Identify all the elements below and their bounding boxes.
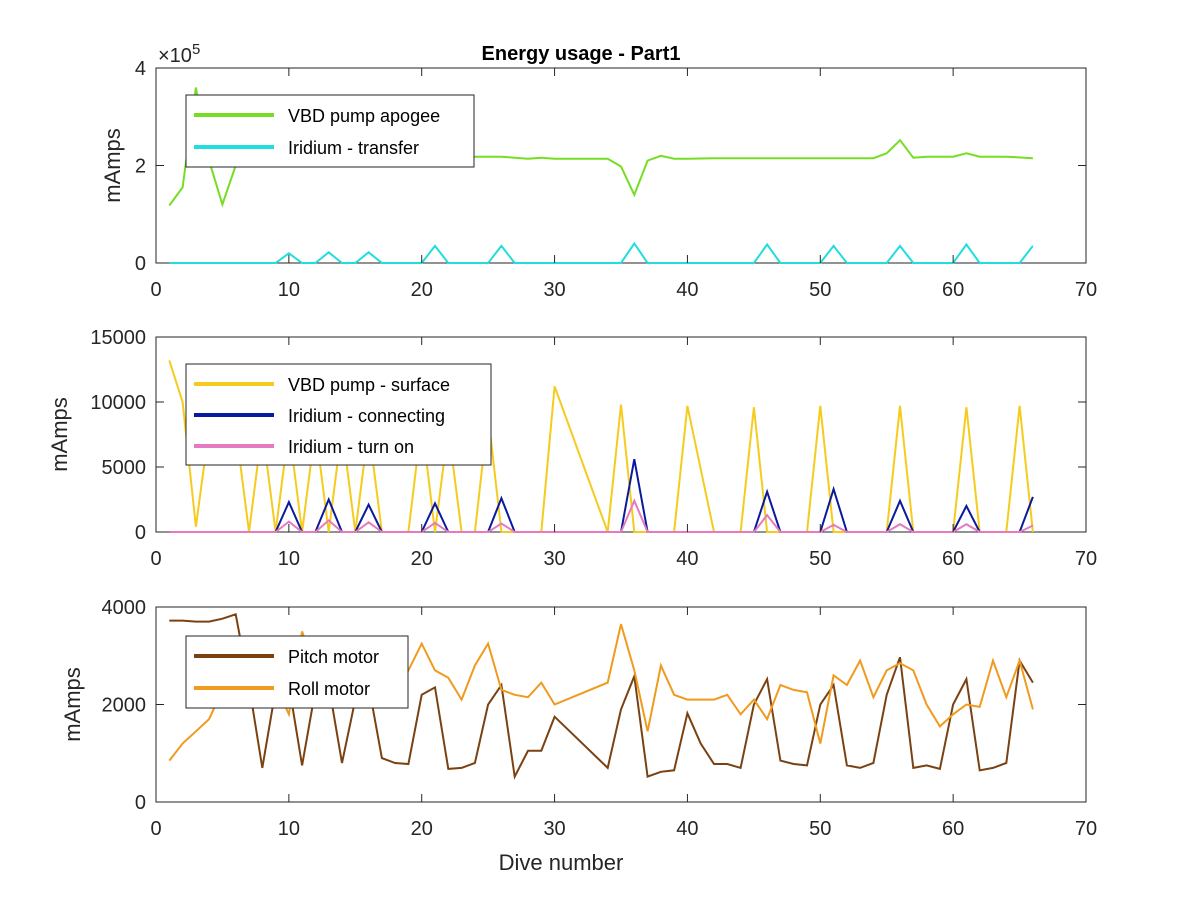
x-tick-label: 40 — [676, 548, 698, 570]
x-tick-label: 70 — [1075, 279, 1097, 301]
y-tick-label: 4000 — [102, 597, 147, 619]
x-tick-label: 20 — [411, 279, 433, 301]
legend-entry: Roll motor — [288, 679, 370, 699]
y-tick-label: 2 — [135, 156, 146, 178]
legend-entry: Iridium - connecting — [288, 406, 445, 426]
legend-entry: Iridium - turn on — [288, 437, 414, 457]
x-tick-label: 60 — [942, 279, 964, 301]
legend: VBD pump - surface Iridium - connecting Ir… — [185, 363, 492, 466]
chart-panel-1: 0 10 20 30 40 50 60 70 0 2 4 ×105 mAmps Energy usage … — [100, 41, 1097, 301]
legend-box — [185, 94, 475, 168]
x-tick-label: 50 — [809, 548, 831, 570]
y-tick-label: 15000 — [90, 327, 146, 349]
chart-panel-3: 0 10 20 30 40 50 60 70 0 2000 4000 mAmps Dive number… — [60, 597, 1097, 875]
x-tick-label: 20 — [411, 818, 433, 840]
y-tick-label: 2000 — [102, 695, 147, 717]
x-tick-label: 0 — [150, 818, 161, 840]
x-tick-label: 40 — [676, 279, 698, 301]
y-tick-label: 4 — [135, 58, 146, 80]
x-tick-label: 50 — [809, 818, 831, 840]
legend-entry: Pitch motor — [288, 647, 379, 667]
x-tick-label: 60 — [942, 818, 964, 840]
x-tick-label: 70 — [1075, 548, 1097, 570]
series-line-iridium-turn-on — [169, 498, 1034, 533]
legend-box — [185, 635, 409, 709]
y-tick-label: 0 — [135, 253, 146, 275]
y-tick-label: 0 — [135, 522, 146, 544]
legend-entry: Iridium - transfer — [288, 138, 419, 158]
y-axis-label: mAmps — [100, 128, 125, 203]
x-tick-label: 40 — [676, 818, 698, 840]
x-tick-label: 10 — [278, 279, 300, 301]
x-tick-label: 30 — [543, 818, 565, 840]
legend-entry: VBD pump - surface — [288, 375, 450, 395]
x-tick-label: 0 — [150, 279, 161, 301]
x-tick-label: 60 — [942, 548, 964, 570]
x-axis-label: Dive number — [499, 850, 624, 875]
x-tick-label: 70 — [1075, 818, 1097, 840]
x-tick-label: 50 — [809, 279, 831, 301]
chart-panel-2: 0 10 20 30 40 50 60 70 0 5000 10000 15000 mAmps VBD p… — [47, 327, 1097, 570]
y-tick-label: 0 — [135, 792, 146, 814]
y-axis-label: mAmps — [47, 397, 72, 472]
x-tick-label: 0 — [150, 548, 161, 570]
x-tick-label: 20 — [411, 548, 433, 570]
x-tick-label: 30 — [543, 279, 565, 301]
x-tick-label: 10 — [278, 548, 300, 570]
y-tick-label: 5000 — [102, 457, 147, 479]
x-tick-label: 30 — [543, 548, 565, 570]
y-axis-label: mAmps — [60, 667, 85, 742]
y-tick-label: 10000 — [90, 392, 146, 414]
legend: Pitch motor Roll motor — [185, 635, 409, 709]
y-exponent-label: ×105 — [158, 41, 200, 67]
legend-entry: VBD pump apogee — [288, 106, 440, 126]
x-tick-label: 10 — [278, 818, 300, 840]
series-line-pitch-motor — [169, 612, 1034, 780]
legend: VBD pump apogee Iridium - transfer — [185, 94, 475, 168]
series-line-iridium-transfer — [169, 241, 1034, 264]
chart-title: Energy usage - Part1 — [482, 43, 681, 65]
